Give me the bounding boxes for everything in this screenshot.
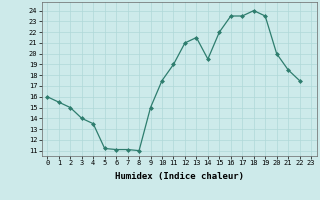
X-axis label: Humidex (Indice chaleur): Humidex (Indice chaleur) (115, 172, 244, 181)
